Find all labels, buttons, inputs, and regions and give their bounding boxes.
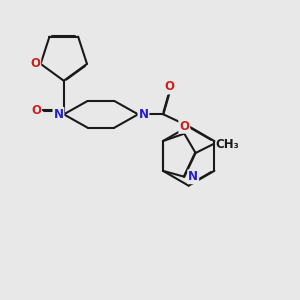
Text: O: O	[179, 120, 189, 133]
Text: N: N	[139, 108, 148, 121]
Text: O: O	[30, 57, 40, 70]
Text: N: N	[188, 170, 198, 183]
Text: O: O	[31, 104, 41, 117]
Text: CH₃: CH₃	[216, 138, 240, 151]
Text: N: N	[53, 108, 64, 121]
Text: O: O	[164, 80, 174, 94]
